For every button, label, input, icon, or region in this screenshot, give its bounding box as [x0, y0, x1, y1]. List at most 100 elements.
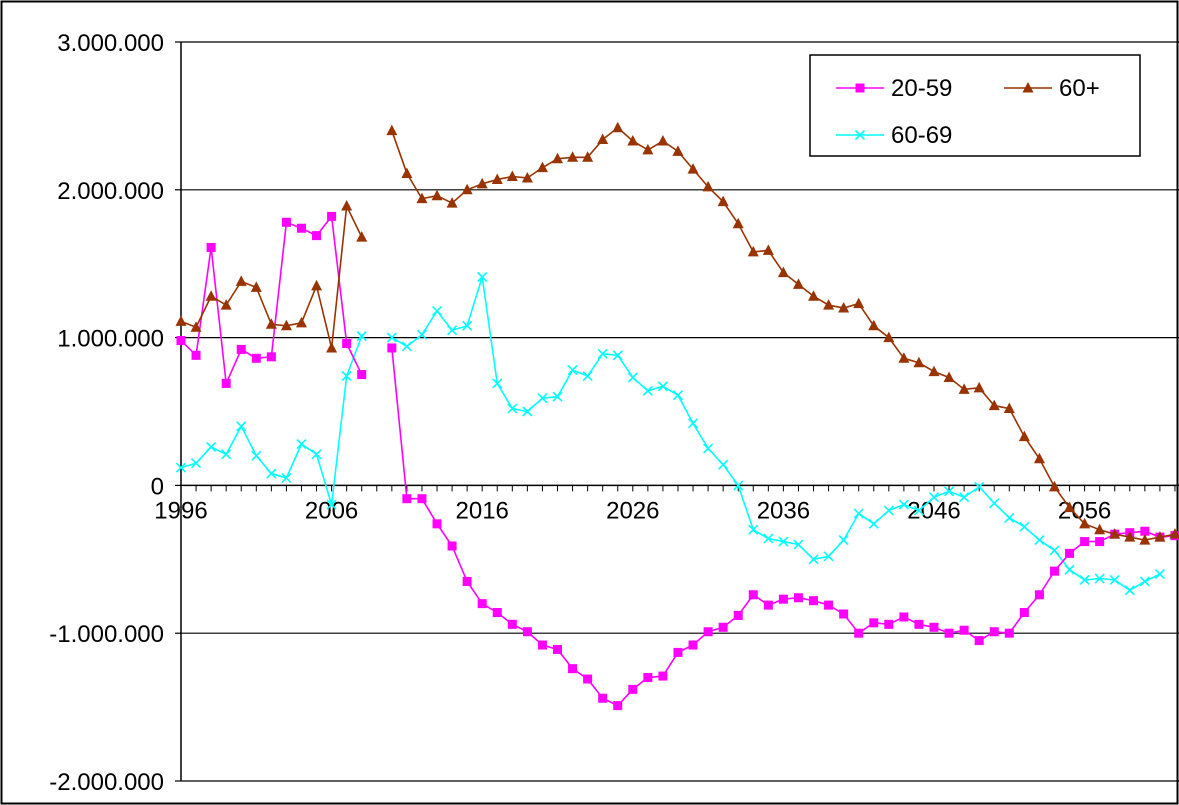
- data-point: [176, 336, 186, 346]
- data-point: [567, 151, 579, 162]
- data-point: [447, 325, 458, 336]
- data-point: [296, 223, 306, 233]
- data-point: [1139, 576, 1150, 587]
- data-point: [597, 133, 609, 145]
- data-point: [883, 331, 895, 343]
- data-point: [612, 350, 623, 361]
- data-point: [1049, 566, 1059, 576]
- data-point: [327, 211, 337, 221]
- data-point: [552, 152, 563, 164]
- data-point: [898, 499, 909, 510]
- data-point: [401, 341, 412, 352]
- data-point: [778, 536, 789, 547]
- data-point: [190, 321, 202, 332]
- data-point: [824, 600, 834, 610]
- y-tick-label: 2.000.000: [57, 178, 164, 205]
- data-point: [1018, 430, 1030, 442]
- data-point: [613, 701, 623, 711]
- data-point: [386, 124, 398, 136]
- data-point: [236, 344, 246, 354]
- data-point: [974, 636, 984, 646]
- data-point: [175, 315, 187, 326]
- data-point: [673, 647, 683, 657]
- data-point: [597, 348, 608, 359]
- data-point: [1019, 608, 1029, 618]
- data-point: [251, 450, 262, 461]
- data-point: [582, 151, 594, 162]
- data-point: [251, 353, 261, 363]
- data-point: [492, 608, 502, 618]
- data-point: [175, 462, 187, 473]
- data-point: [250, 281, 262, 292]
- y-tick-label: -1.000.000: [49, 621, 164, 648]
- data-point: [627, 135, 639, 146]
- data-point: [928, 492, 940, 503]
- data-point: [1140, 526, 1150, 536]
- data-point: [537, 393, 548, 404]
- data-point: [868, 518, 879, 529]
- data-point: [658, 671, 668, 681]
- data-point: [491, 173, 503, 184]
- x-tick-label: 2036: [757, 497, 810, 524]
- data-point: [688, 640, 698, 650]
- data-point: [387, 343, 397, 353]
- data-point: [582, 370, 593, 382]
- data-point: [732, 217, 744, 229]
- legend-box: [809, 54, 1141, 157]
- data-point: [1048, 480, 1060, 492]
- data-point: [431, 189, 443, 201]
- data-point: [657, 381, 668, 392]
- data-point: [492, 378, 503, 389]
- data-point: [628, 684, 638, 694]
- data-point: [988, 399, 1000, 411]
- data-point: [733, 480, 744, 491]
- data-point: [1079, 517, 1091, 529]
- x-tick-label: 2026: [606, 497, 659, 524]
- legend: 20-59 60+ 60-69: [809, 54, 1141, 157]
- data-point: [943, 486, 955, 497]
- data-point: [1095, 537, 1105, 547]
- data-point: [507, 403, 518, 414]
- series-60+: [175, 121, 1179, 545]
- data-point: [657, 135, 669, 146]
- data-point: [747, 245, 759, 257]
- data-point: [809, 596, 819, 606]
- data-point: [883, 505, 894, 516]
- data-point: [944, 628, 954, 638]
- data-point: [476, 177, 488, 189]
- data-point: [823, 551, 834, 562]
- data-point: [326, 499, 337, 510]
- data-point: [191, 350, 201, 360]
- data-point: [642, 143, 654, 155]
- legend-marker: [854, 129, 866, 141]
- data-point: [672, 145, 684, 156]
- data-point: [311, 449, 322, 460]
- legend-marker: [855, 83, 865, 93]
- data-point: [943, 371, 955, 383]
- data-point: [553, 644, 562, 654]
- data-point: [281, 217, 291, 227]
- data-point: [446, 197, 458, 208]
- data-point: [1139, 534, 1151, 545]
- data-point: [206, 441, 217, 453]
- data-point: [552, 391, 563, 402]
- data-point: [1124, 531, 1136, 542]
- data-point: [357, 370, 367, 380]
- data-point: [537, 640, 547, 650]
- data-point: [220, 299, 232, 310]
- data-point: [432, 519, 442, 529]
- x-tick-label: 2046: [907, 497, 960, 524]
- data-point: [929, 622, 939, 632]
- data-point: [477, 599, 487, 609]
- data-point: [1034, 535, 1045, 546]
- legend-entry: 60-69: [836, 122, 952, 149]
- data-point: [703, 627, 713, 637]
- y-tick-label: -2.000.000: [49, 769, 164, 796]
- data-point: [190, 458, 202, 469]
- data-point: [1154, 531, 1166, 542]
- data-point: [568, 664, 578, 674]
- data-point: [717, 195, 729, 207]
- data-point: [265, 318, 277, 329]
- data-point: [431, 305, 443, 317]
